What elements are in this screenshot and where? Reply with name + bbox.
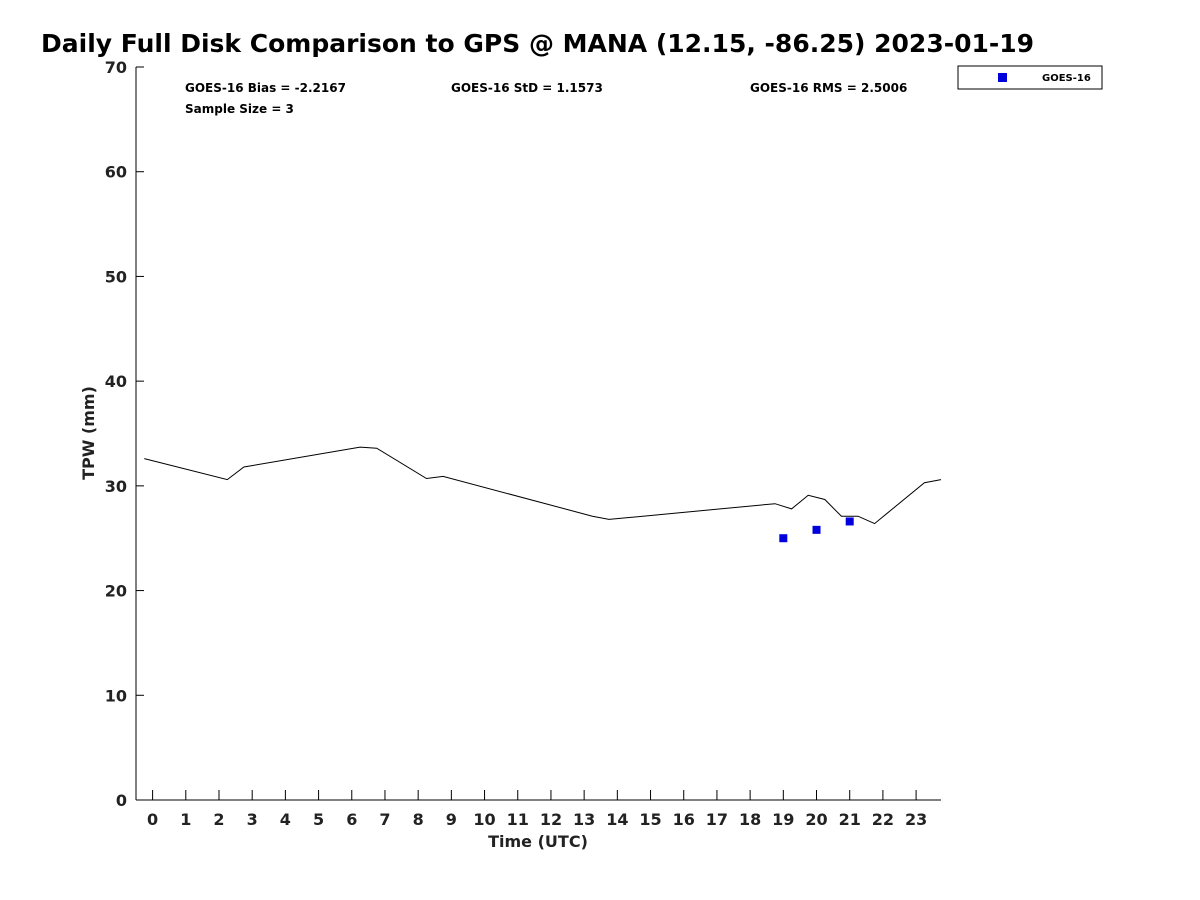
rms-stat: GOES-16 RMS = 2.5006 xyxy=(750,81,907,95)
x-tick-label: 15 xyxy=(639,810,661,829)
x-tick-label: 8 xyxy=(413,810,424,829)
x-axis-label: Time (UTC) xyxy=(488,832,588,851)
x-tick-label: 14 xyxy=(606,810,628,829)
x-tick-label: 23 xyxy=(905,810,927,829)
x-tick-label: 10 xyxy=(473,810,495,829)
gps-tpw-line xyxy=(144,446,942,525)
x-tick-label: 22 xyxy=(872,810,894,829)
y-tick-label: 20 xyxy=(105,582,127,601)
y-axis-label: TPW (mm) xyxy=(79,386,98,480)
legend: GOES-16 xyxy=(957,65,1103,90)
x-tick-label: 0 xyxy=(147,810,158,829)
legend-marker-goes-16 xyxy=(998,73,1007,82)
axes xyxy=(135,66,941,801)
chart-title: Daily Full Disk Comparison to GPS @ MANA… xyxy=(41,29,1035,58)
x-tick-label: 19 xyxy=(772,810,794,829)
bias-stat: GOES-16 Bias = -2.2167 xyxy=(185,81,346,95)
goes-16-point xyxy=(779,534,788,543)
x-tick-label: 21 xyxy=(839,810,861,829)
x-tick-label: 2 xyxy=(213,810,224,829)
gps-line-series xyxy=(144,446,942,525)
y-tick-label: 60 xyxy=(105,163,127,182)
x-tick-label: 18 xyxy=(739,810,761,829)
legend-box xyxy=(957,65,1103,90)
x-tick-label: 16 xyxy=(673,810,695,829)
y-tick-label: 0 xyxy=(116,791,127,810)
y-tick-label: 70 xyxy=(105,58,127,77)
x-tick-label: 5 xyxy=(313,810,324,829)
x-tick-label: 11 xyxy=(507,810,529,829)
x-tick-label: 12 xyxy=(540,810,562,829)
y-tick-label: 40 xyxy=(105,372,127,391)
x-tick-label: 17 xyxy=(706,810,728,829)
y-tick-label: 30 xyxy=(105,477,127,496)
goes-16-point xyxy=(812,525,821,534)
sample-size-stat: Sample Size = 3 xyxy=(185,102,294,116)
std-stat: GOES-16 StD = 1.1573 xyxy=(451,81,603,95)
x-tick-label: 3 xyxy=(247,810,258,829)
x-tick-label: 20 xyxy=(805,810,827,829)
goes-16-points xyxy=(779,517,854,543)
x-tick-label: 4 xyxy=(280,810,291,829)
x-tick-label: 7 xyxy=(379,810,390,829)
x-tick-label: 13 xyxy=(573,810,595,829)
x-tick-label: 9 xyxy=(446,810,457,829)
y-tick-label: 50 xyxy=(105,267,127,286)
y-tick-label: 10 xyxy=(105,686,127,705)
goes-16-point xyxy=(845,517,854,526)
legend-label-goes-16: GOES-16 xyxy=(1042,73,1091,84)
x-tick-label: 6 xyxy=(346,810,357,829)
x-tick-label: 1 xyxy=(180,810,191,829)
